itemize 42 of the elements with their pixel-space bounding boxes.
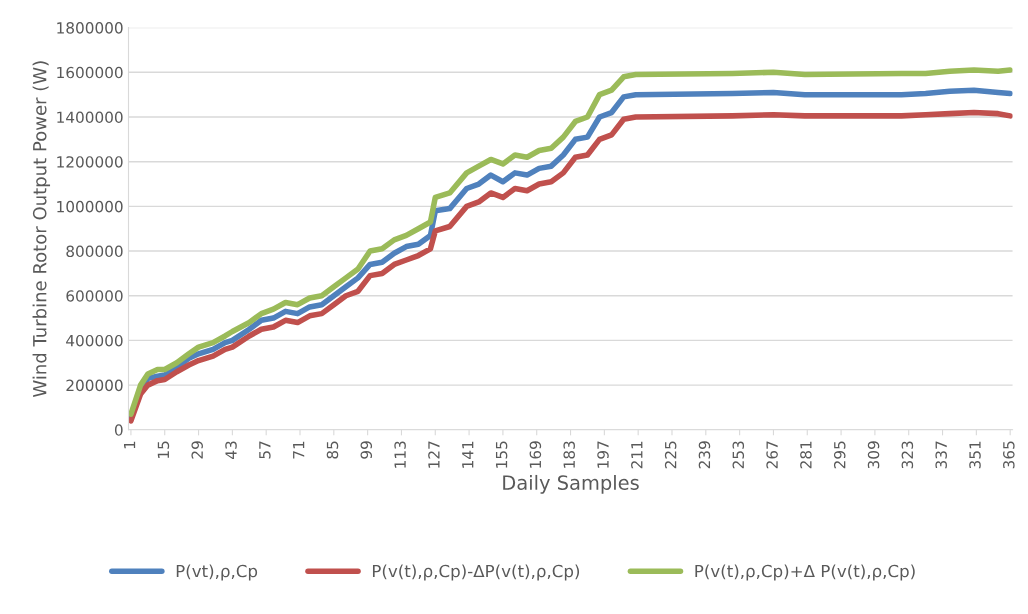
x-axis-title: Daily Samples: [503, 474, 639, 494]
y-tick-label: 1400000: [57, 111, 123, 124]
x-tick-label: 113: [394, 441, 406, 468]
x-tick-label: 169: [529, 441, 542, 468]
legend-label: P(vt),ρ,Cp: [176, 564, 258, 581]
x-tick-label: 323: [901, 441, 914, 469]
legend-label: P(v(t),ρ,Cp)+Δ P(v(t),ρ,Cp): [695, 564, 915, 581]
x-tick-label: 225: [664, 441, 677, 469]
y-tick-label: 1600000: [57, 66, 123, 79]
x-tick-label: 351: [969, 441, 981, 469]
x-tick-label: 337: [935, 441, 947, 469]
x-tick-label: 197: [597, 441, 609, 468]
x-tick-label: 211: [631, 441, 643, 469]
x-tick-label: 127: [428, 441, 440, 468]
x-tick-label: 71: [293, 441, 305, 459]
x-tick-label: 267: [766, 441, 778, 469]
x-tick-label: 155: [495, 441, 508, 468]
x-tick-label: 365: [1003, 441, 1015, 469]
x-tick-label: 141: [462, 441, 474, 468]
y-axis-title: Wind Turbine Rotor Output Power (W): [32, 61, 51, 398]
y-tick-label: 1800000: [57, 22, 123, 34]
x-tick-label: 309: [867, 441, 880, 469]
y-tick-label: 800000: [66, 245, 123, 258]
y-tick-label: 0: [114, 424, 123, 436]
x-tick-label: 1: [123, 441, 136, 449]
x-tick-label: 29: [191, 441, 203, 459]
x-tick-label: 183: [563, 441, 575, 468]
x-tick-label: 85: [326, 441, 339, 459]
y-tick-label: 400000: [66, 334, 123, 347]
x-tick-label: 281: [800, 441, 812, 469]
x-tick-label: 239: [698, 441, 711, 469]
x-tick-label: 15: [157, 441, 170, 458]
x-tick-label: 57: [259, 441, 271, 459]
y-tick-label: 1000000: [57, 200, 123, 213]
x-tick-label: 253: [732, 441, 745, 469]
legend-label: P(v(t),ρ,Cp)-ΔP(v(t),ρ,Cp): [372, 564, 580, 581]
x-tick-label: 43: [225, 441, 237, 459]
y-tick-label: 600000: [66, 290, 123, 302]
x-tick-label: 99: [360, 441, 373, 459]
y-tick-label: 200000: [66, 379, 123, 392]
y-tick-label: 1200000: [57, 156, 123, 168]
x-tick-label: 295: [833, 441, 846, 469]
